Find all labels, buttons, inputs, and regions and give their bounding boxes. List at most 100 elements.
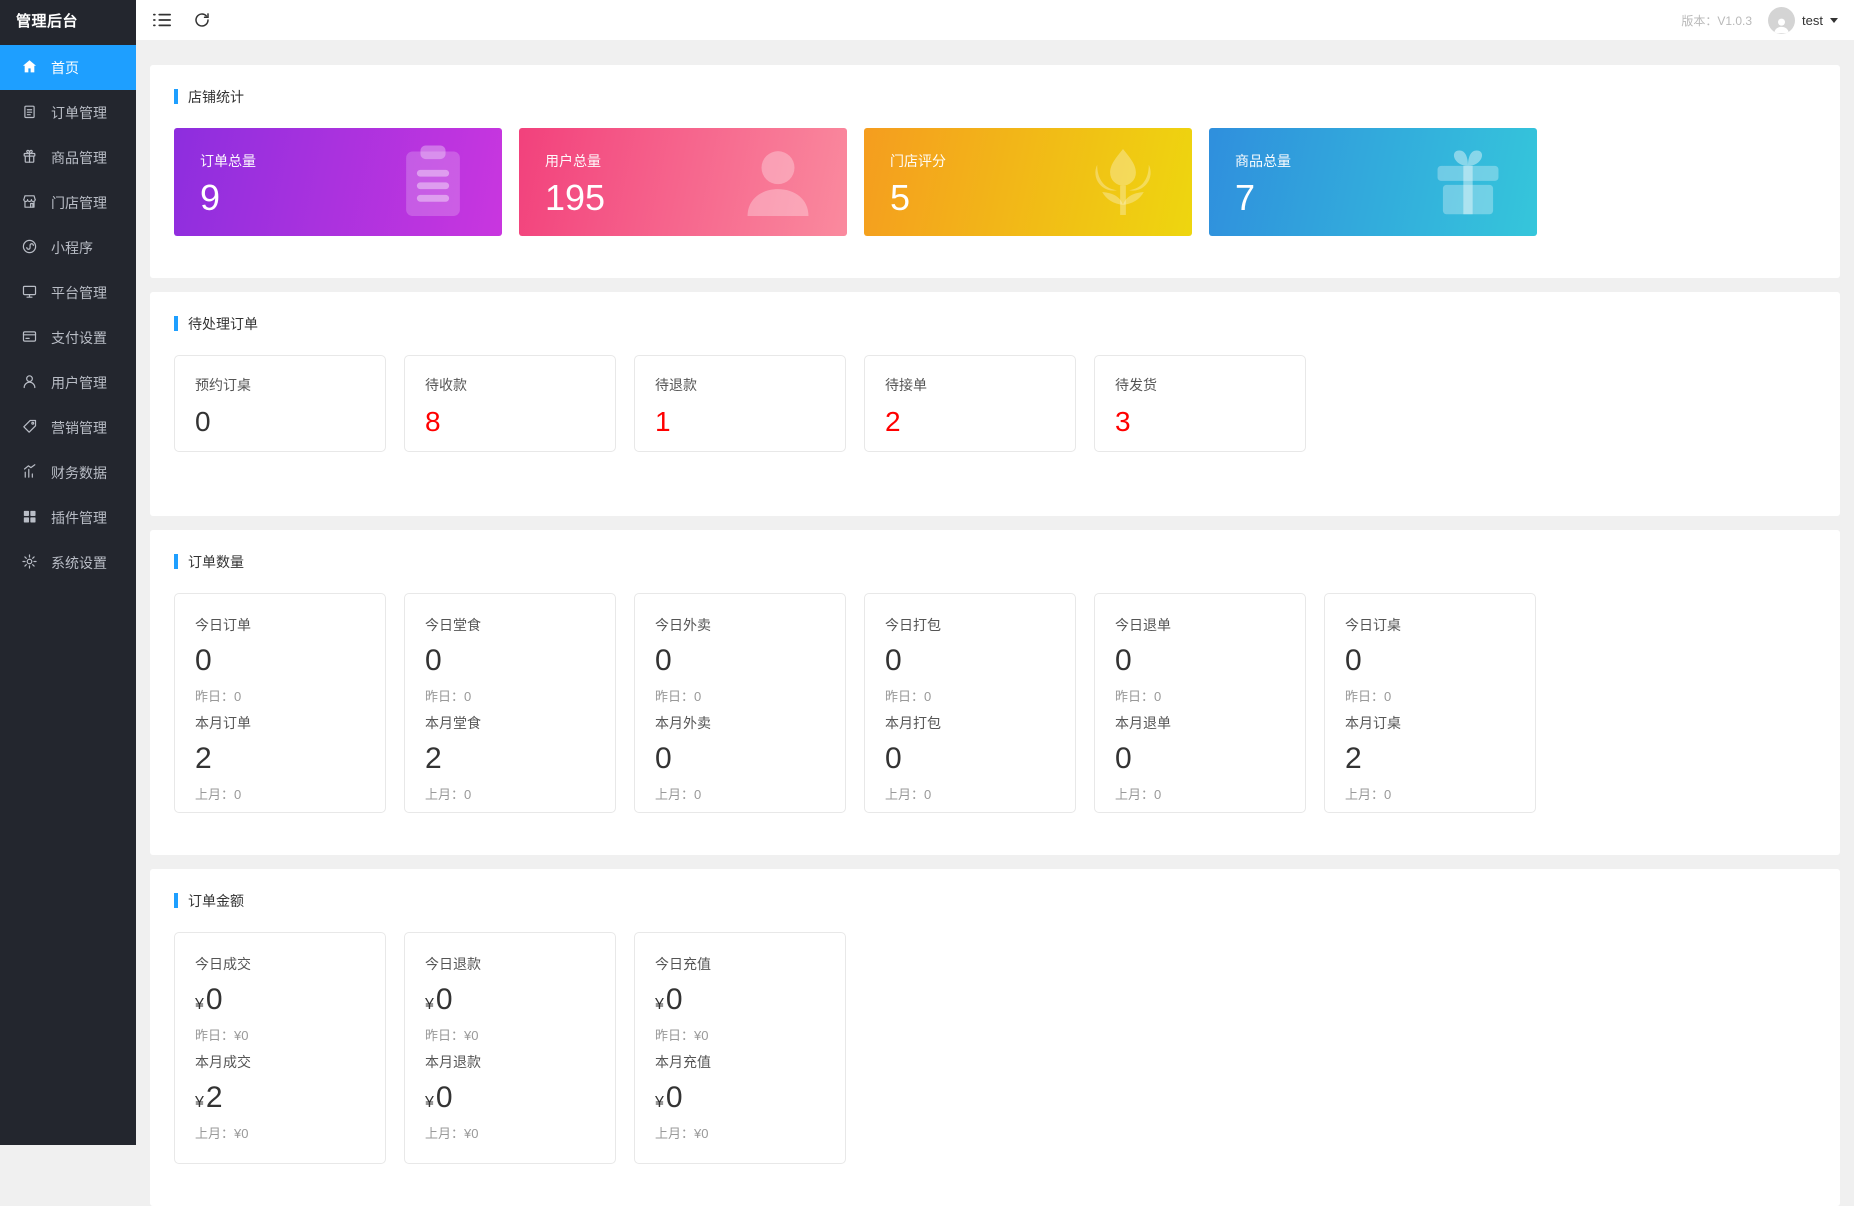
panel-shop-stats: 店铺统计 订单总量 9 用户总量 195 门店评分 5 商品总量 7	[150, 65, 1840, 278]
username-label: test	[1802, 12, 1823, 28]
pending-orders-row: 预约订桌 0 待收款 8 待退款 1 待接单 2 待发货 3	[174, 355, 1816, 452]
count-month-value: 2	[425, 742, 442, 775]
user-icon	[21, 373, 38, 393]
stat-card-total-users: 用户总量 195	[519, 128, 847, 236]
count-today-label: 今日堂食	[425, 617, 481, 633]
pending-card-value: 3	[1115, 406, 1131, 437]
stat-card-label: 商品总量	[1235, 153, 1291, 169]
count-month-label: 本月打包	[885, 715, 941, 731]
count-yesterday-label: 昨日：0	[1345, 689, 1392, 704]
count-lastmonth-label: 上月：0	[195, 787, 242, 802]
count-card-today-orders: 今日订单 0 昨日：0 本月订单 2 上月：0	[174, 593, 386, 813]
version-label: 版本：V1.0.3	[1681, 13, 1753, 28]
sidebar-item-payment[interactable]: 支付设置	[0, 315, 136, 360]
sidebar-item-finance[interactable]: 财务数据	[0, 450, 136, 495]
order-counts-row: 今日订单 0 昨日：0 本月订单 2 上月：0 今日堂食 0 昨日：0 本月堂食…	[174, 593, 1816, 813]
amount-yesterday-label: 昨日：¥0	[195, 1028, 249, 1043]
count-card-today-takeout: 今日外卖 0 昨日：0 本月外卖 0 上月：0	[634, 593, 846, 813]
app-title: 管理后台	[16, 13, 79, 30]
count-today-value: 0	[195, 644, 212, 677]
sidebar-item-miniprogram[interactable]: 小程序	[0, 225, 136, 270]
stat-card-value: 5	[890, 177, 911, 218]
tag-icon	[21, 418, 38, 438]
amount-lastmonth-label: 上月：¥0	[195, 1126, 249, 1141]
count-lastmonth-label: 上月：0	[425, 787, 472, 802]
amount-month-label: 本月退款	[425, 1054, 481, 1070]
stat-card-value: 195	[545, 177, 606, 218]
count-today-value: 0	[1345, 644, 1362, 677]
amount-month-label: 本月充值	[655, 1054, 711, 1070]
amount-today-label: 今日退款	[425, 956, 481, 972]
pending-card-value: 8	[425, 406, 441, 437]
sidebar-item-users[interactable]: 用户管理	[0, 360, 136, 405]
amount-card-today-recharge: 今日充值 ¥ 0 昨日：¥0 本月充值 ¥ 0 上月：¥0	[634, 932, 846, 1164]
count-month-label: 本月外卖	[655, 715, 711, 731]
store-icon	[21, 193, 38, 213]
amount-month-value: ¥ 0	[655, 1081, 683, 1114]
person-icon	[735, 139, 821, 225]
amount-today-value: ¥ 0	[195, 983, 223, 1016]
pending-card-label: 待退款	[655, 377, 697, 393]
section-title-order-counts: 订单数量	[174, 554, 1816, 570]
amount-today-value: ¥ 0	[655, 983, 683, 1016]
pending-card-pending-refund[interactable]: 待退款 1	[634, 355, 846, 452]
count-today-value: 0	[885, 644, 902, 677]
sidebar-item-orders[interactable]: 订单管理	[0, 90, 136, 135]
amount-yesterday-label: 昨日：¥0	[655, 1028, 709, 1043]
section-title-text: 店铺统计	[188, 88, 244, 105]
title-accent-bar	[174, 893, 178, 908]
section-title-text: 待处理订单	[188, 315, 258, 332]
refresh-icon[interactable]	[192, 10, 212, 30]
title-accent-bar	[174, 89, 178, 104]
sidebar-item-settings[interactable]: 系统设置	[0, 540, 136, 585]
count-yesterday-label: 昨日：0	[425, 689, 472, 704]
amount-card-today-sales: 今日成交 ¥ 0 昨日：¥0 本月成交 ¥ 2 上月：¥0	[174, 932, 386, 1164]
amount-month-label: 本月成交	[195, 1054, 251, 1070]
count-month-value: 2	[1345, 742, 1362, 775]
sidebar: 管理后台 首页 订单管理 商品管理 门店管理 小程序 平台管理 支付设置 用户管…	[0, 0, 136, 1145]
currency-symbol: ¥	[195, 1094, 204, 1111]
pending-card-pending-accept[interactable]: 待接单 2	[864, 355, 1076, 452]
title-accent-bar	[174, 554, 178, 569]
user-menu[interactable]: test	[1768, 6, 1838, 34]
chart-icon	[21, 463, 38, 483]
order-amounts-row: 今日成交 ¥ 0 昨日：¥0 本月成交 ¥ 2 上月：¥0 今日退款 ¥ 0 昨…	[174, 932, 1816, 1164]
amount-month-value: ¥ 2	[195, 1081, 223, 1114]
pending-card-label: 预约订桌	[195, 377, 251, 393]
gift-icon	[1425, 139, 1511, 225]
stat-card-total-products: 商品总量 7	[1209, 128, 1537, 236]
amount-lastmonth-label: 上月：¥0	[655, 1126, 709, 1141]
clipboard-icon	[390, 139, 476, 225]
pending-card-reserved-tables[interactable]: 预约订桌 0	[174, 355, 386, 452]
panel-order-counts: 订单数量 今日订单 0 昨日：0 本月订单 2 上月：0 今日堂食 0 昨日：0…	[150, 530, 1840, 855]
stat-card-label: 订单总量	[200, 153, 256, 169]
miniprogram-icon	[21, 238, 38, 258]
count-today-label: 今日退单	[1115, 617, 1171, 633]
sidebar-item-stores[interactable]: 门店管理	[0, 180, 136, 225]
count-lastmonth-label: 上月：0	[655, 787, 702, 802]
sidebar-item-platform[interactable]: 平台管理	[0, 270, 136, 315]
home-icon	[21, 58, 38, 78]
section-title-pending-orders: 待处理订单	[174, 315, 1816, 332]
panel-pending-orders: 待处理订单 预约订桌 0 待收款 8 待退款 1 待接单 2 待发货 3	[150, 292, 1840, 516]
title-accent-bar	[174, 316, 178, 331]
pending-card-pending-ship[interactable]: 待发货 3	[1094, 355, 1306, 452]
gear-icon	[21, 553, 38, 573]
amount-today-label: 今日充值	[655, 956, 711, 972]
main-content: 店铺统计 订单总量 9 用户总量 195 门店评分 5 商品总量 7 待处理订单…	[136, 40, 1854, 1206]
amount-lastmonth-label: 上月：¥0	[425, 1126, 479, 1141]
collapse-sidebar-icon[interactable]	[152, 10, 172, 30]
count-yesterday-label: 昨日：0	[885, 689, 932, 704]
pending-card-value: 1	[655, 406, 671, 437]
sidebar-item-home[interactable]: 首页	[0, 45, 136, 90]
count-yesterday-label: 昨日：0	[655, 689, 702, 704]
section-title-text: 订单金额	[188, 892, 244, 909]
sidebar-item-products[interactable]: 商品管理	[0, 135, 136, 180]
panel-order-amounts: 订单金额 今日成交 ¥ 0 昨日：¥0 本月成交 ¥ 2 上月：¥0 今日退款 …	[150, 869, 1840, 1206]
sidebar-item-plugins[interactable]: 插件管理	[0, 495, 136, 540]
pending-card-pending-payment[interactable]: 待收款 8	[404, 355, 616, 452]
count-card-today-returns: 今日退单 0 昨日：0 本月退单 0 上月：0	[1094, 593, 1306, 813]
count-today-label: 今日订桌	[1345, 617, 1401, 633]
amount-card-today-refunds: 今日退款 ¥ 0 昨日：¥0 本月退款 ¥ 0 上月：¥0	[404, 932, 616, 1164]
sidebar-item-marketing[interactable]: 营销管理	[0, 405, 136, 450]
